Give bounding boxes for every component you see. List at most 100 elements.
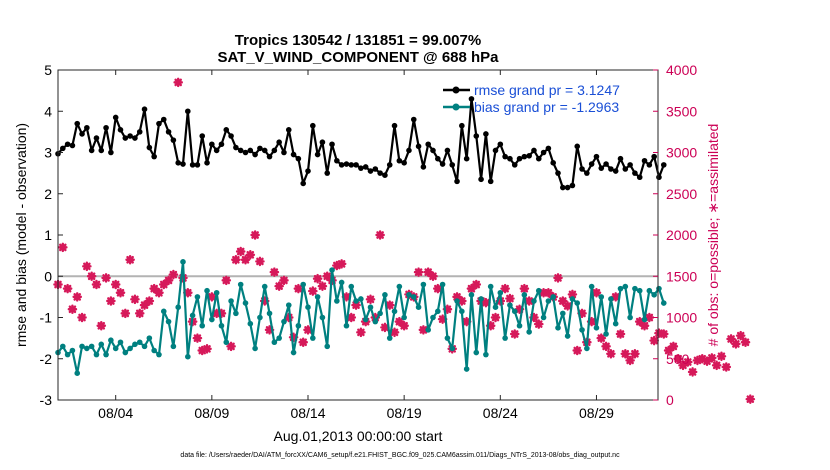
obs-star-stroke	[534, 320, 543, 328]
obs-star-stroke	[313, 274, 322, 283]
rmse-point	[204, 160, 210, 166]
bias-point	[367, 304, 374, 310]
bias-point	[588, 283, 595, 290]
rmse-point	[108, 149, 114, 156]
obs-assimilated-point	[380, 322, 390, 333]
y-right-tick-label: 3500	[666, 103, 697, 119]
bias-point	[492, 304, 499, 310]
bias-point	[386, 335, 393, 341]
bias-point	[459, 308, 465, 315]
x-tick-label: 08/04	[98, 405, 133, 421]
rmse-point	[271, 147, 278, 154]
rmse-point	[502, 153, 508, 160]
obs-star-stroke	[438, 315, 447, 323]
x-tick-label: 08/19	[387, 405, 422, 421]
rmse-point	[362, 164, 369, 170]
rmse-point	[175, 160, 181, 166]
bias-point	[540, 314, 547, 321]
obs-star-stroke	[236, 247, 245, 256]
obs-star-stroke	[645, 313, 654, 322]
obs-star-stroke	[227, 342, 235, 351]
obs-star-stroke	[559, 297, 567, 305]
bias-point	[430, 314, 436, 321]
obs-star-stroke	[184, 288, 192, 297]
bias-point	[401, 314, 407, 321]
y-left-tick-label: 1	[44, 227, 52, 243]
bias-point	[209, 316, 215, 323]
bias-point	[228, 298, 234, 304]
obs-assimilated-point	[389, 327, 400, 338]
rmse-point	[358, 165, 364, 171]
obs-star-stroke	[727, 335, 735, 343]
rmse-point	[593, 153, 600, 160]
bias-point	[473, 349, 480, 356]
rmse-point	[237, 147, 244, 154]
obs-star-stroke	[126, 255, 134, 264]
obs-assimilated-point	[721, 362, 732, 372]
rmse-point	[160, 116, 167, 123]
obs-star-stroke	[712, 361, 721, 370]
obs-assimilated-point	[716, 351, 727, 362]
obs-assimilated-point	[711, 360, 722, 371]
bias-point	[305, 304, 311, 310]
obs-assimilated-point	[644, 312, 655, 323]
bias-point	[444, 335, 451, 341]
rmse-point	[521, 153, 528, 160]
rmse-point	[487, 178, 494, 185]
obs-star-stroke	[102, 274, 110, 282]
obs-star-stroke	[357, 328, 365, 337]
bias-point	[60, 343, 66, 350]
obs-assimilated-point	[606, 349, 616, 359]
obs-assimilated-point	[317, 281, 328, 291]
rmse-point	[84, 124, 90, 131]
bias-point	[377, 310, 383, 317]
rmse-point	[468, 96, 475, 102]
y-right-tick-label: 3000	[666, 145, 697, 161]
bias-point	[199, 322, 206, 329]
obs-star-stroke	[602, 342, 610, 351]
obs-star-stroke	[385, 301, 394, 309]
obs-assimilated-point	[173, 77, 183, 88]
obs-star-stroke	[208, 293, 216, 301]
rmse-point	[276, 139, 282, 145]
obs-star-stroke	[746, 395, 755, 403]
y-right-tick-label: 1500	[666, 268, 697, 284]
bias-point	[463, 366, 470, 372]
bias-point	[247, 320, 254, 327]
bias-point	[141, 343, 148, 350]
obs-assimilated-point	[634, 316, 645, 327]
obs-star-stroke	[169, 270, 178, 279]
bias-point	[560, 310, 566, 317]
bias-point	[122, 349, 129, 356]
rmse-point	[492, 147, 499, 154]
rmse-point	[410, 116, 417, 123]
bias-point	[627, 314, 633, 321]
bias-point	[290, 349, 297, 356]
y-left-tick-label: -2	[40, 351, 53, 367]
obs-star-stroke	[63, 284, 72, 293]
rmse-point	[396, 157, 403, 164]
bias-point	[266, 310, 273, 317]
rmse-point	[117, 127, 124, 133]
rmse-point	[478, 176, 484, 183]
obs-star-stroke	[741, 338, 750, 347]
bias-point	[64, 351, 71, 358]
obs-star-stroke	[453, 293, 461, 301]
obs-star-stroke	[376, 231, 384, 239]
obs-star-stroke	[429, 272, 437, 281]
obs-assimilated-point	[428, 271, 438, 282]
bias-point	[194, 294, 201, 300]
rmse-point	[98, 147, 105, 154]
bias-point	[329, 267, 335, 273]
obs-star-stroke	[597, 334, 606, 342]
rmse-point	[88, 147, 95, 154]
obs-assimilated-point	[115, 287, 126, 298]
bias-point	[439, 281, 446, 288]
rmse-point	[560, 184, 566, 191]
rmse-point	[386, 162, 393, 168]
bias-point	[550, 294, 556, 300]
x-tick-label: 08/14	[290, 405, 325, 421]
obs-assimilated-point	[649, 335, 659, 346]
obs-assimilated-point	[620, 349, 631, 359]
